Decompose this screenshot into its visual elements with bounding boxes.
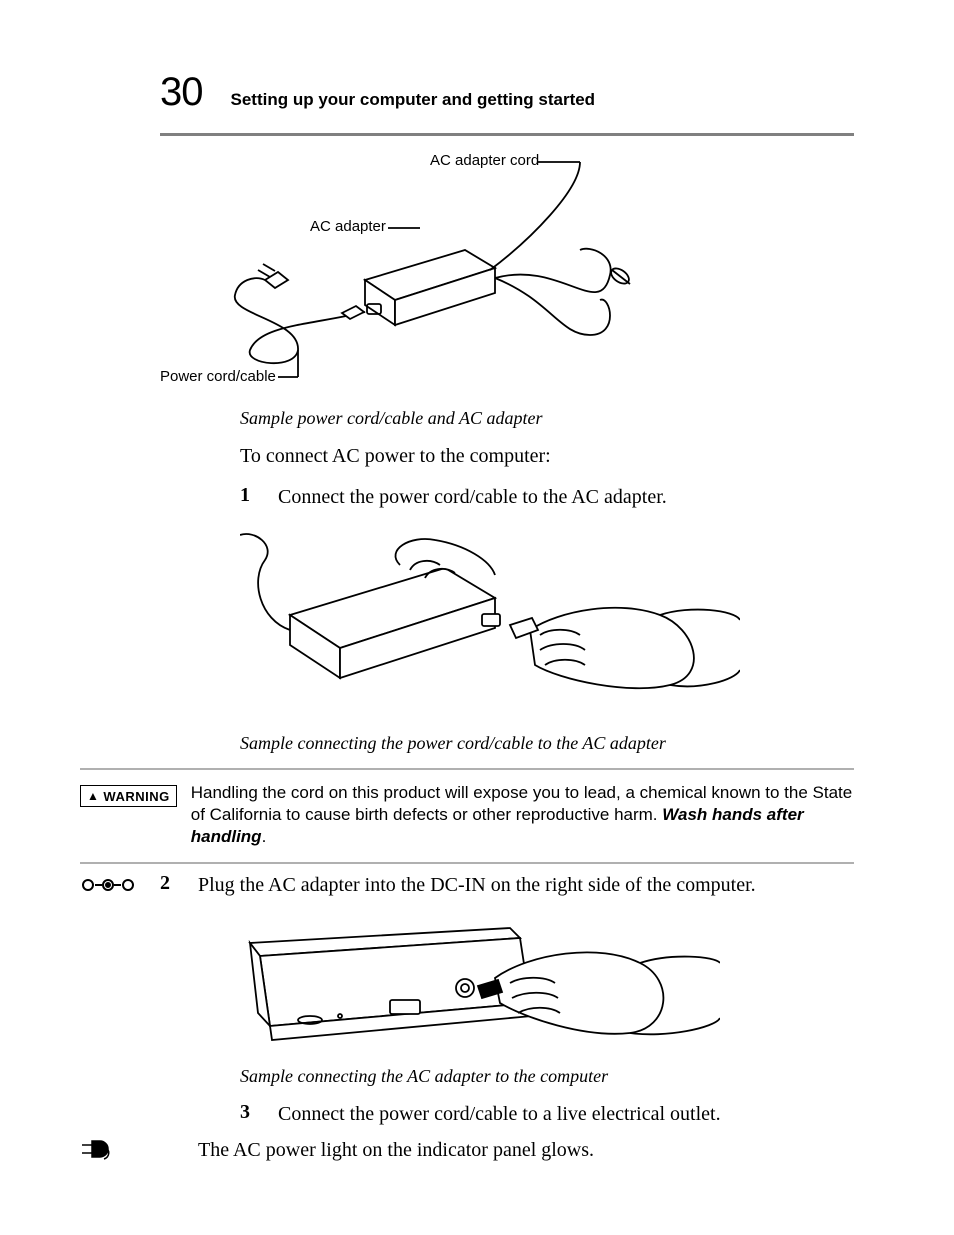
connect-cord-diagram-icon: [240, 520, 740, 725]
warning-badge-text: WARNING: [103, 789, 169, 804]
header-rule: [160, 133, 854, 136]
closing-text: The AC power light on the indicator pane…: [198, 1137, 594, 1163]
step-3-num: 3: [240, 1101, 256, 1127]
page: 30 Setting up your computer and getting …: [0, 0, 954, 1235]
step-2-block: 2 Plug the AC adapter into the DC-IN on …: [80, 872, 854, 898]
power-plug-icon: [80, 1137, 150, 1165]
step-1-num: 1: [240, 484, 256, 510]
step-2: 2 Plug the AC adapter into the DC-IN on …: [160, 872, 854, 898]
figure3-wrap: Sample connecting the AC adapter to the …: [240, 908, 854, 1127]
step-1-text: Connect the power cord/cable to the AC a…: [278, 484, 667, 510]
closing-block: The AC power light on the indicator pane…: [80, 1137, 854, 1163]
step-2-text: Plug the AC adapter into the DC-IN on th…: [198, 872, 756, 898]
closing-spacer: [160, 1137, 176, 1163]
warning-block: ▲ WARNING Handling the cord on this prod…: [80, 768, 854, 864]
step-2-num: 2: [160, 872, 176, 898]
dc-in-icon: [80, 874, 150, 896]
step-3: 3 Connect the power cord/cable to a live…: [240, 1101, 854, 1127]
content-column: Sample power cord/cable and AC adapter T…: [240, 408, 854, 754]
warning-rule-top: [80, 768, 854, 770]
page-number: 30: [160, 70, 203, 115]
warning-badge: ▲ WARNING: [80, 785, 177, 807]
warning-rule-bottom: [80, 862, 854, 864]
ac-adapter-diagram-icon: [160, 150, 780, 400]
figure-ac-adapter-overview: AC adapter cord AC adapter Power cord/ca…: [160, 150, 854, 400]
step-3-text: Connect the power cord/cable to a live e…: [278, 1101, 721, 1127]
intro-text: To connect AC power to the computer:: [240, 443, 854, 470]
figure2-caption: Sample connecting the power cord/cable t…: [240, 733, 854, 754]
figure1-caption: Sample power cord/cable and AC adapter: [240, 408, 854, 429]
header-title: Setting up your computer and getting sta…: [231, 90, 596, 110]
warning-text: Handling the cord on this product will e…: [191, 782, 854, 848]
figure-connect-cord: [240, 520, 854, 725]
step-1: 1 Connect the power cord/cable to the AC…: [240, 484, 854, 510]
warning-row: ▲ WARNING Handling the cord on this prod…: [80, 776, 854, 856]
header-row: 30 Setting up your computer and getting …: [160, 70, 854, 115]
warning-triangle-icon: ▲: [87, 790, 99, 802]
warning-text-part2: .: [262, 827, 267, 846]
figure-connect-laptop: [240, 908, 854, 1058]
figure3-caption: Sample connecting the AC adapter to the …: [240, 1066, 854, 1087]
closing-row: The AC power light on the indicator pane…: [160, 1137, 854, 1163]
connect-laptop-diagram-icon: [240, 908, 720, 1058]
